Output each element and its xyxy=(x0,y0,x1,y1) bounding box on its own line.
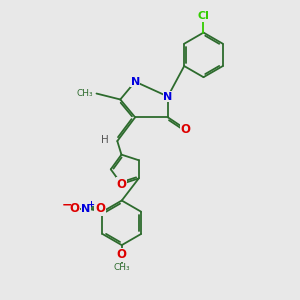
Text: N: N xyxy=(82,204,91,214)
Text: O: O xyxy=(117,248,127,261)
Text: O: O xyxy=(69,202,79,215)
Text: O: O xyxy=(95,202,105,215)
Text: O: O xyxy=(116,178,126,190)
Text: CH₃: CH₃ xyxy=(113,262,130,272)
Text: Cl: Cl xyxy=(198,11,209,21)
Text: H: H xyxy=(100,135,108,145)
Text: N: N xyxy=(130,76,140,87)
Text: +: + xyxy=(87,200,94,209)
Text: −: − xyxy=(61,199,72,212)
Text: N: N xyxy=(163,92,172,101)
Text: CH₃: CH₃ xyxy=(76,89,93,98)
Text: O: O xyxy=(181,123,191,136)
